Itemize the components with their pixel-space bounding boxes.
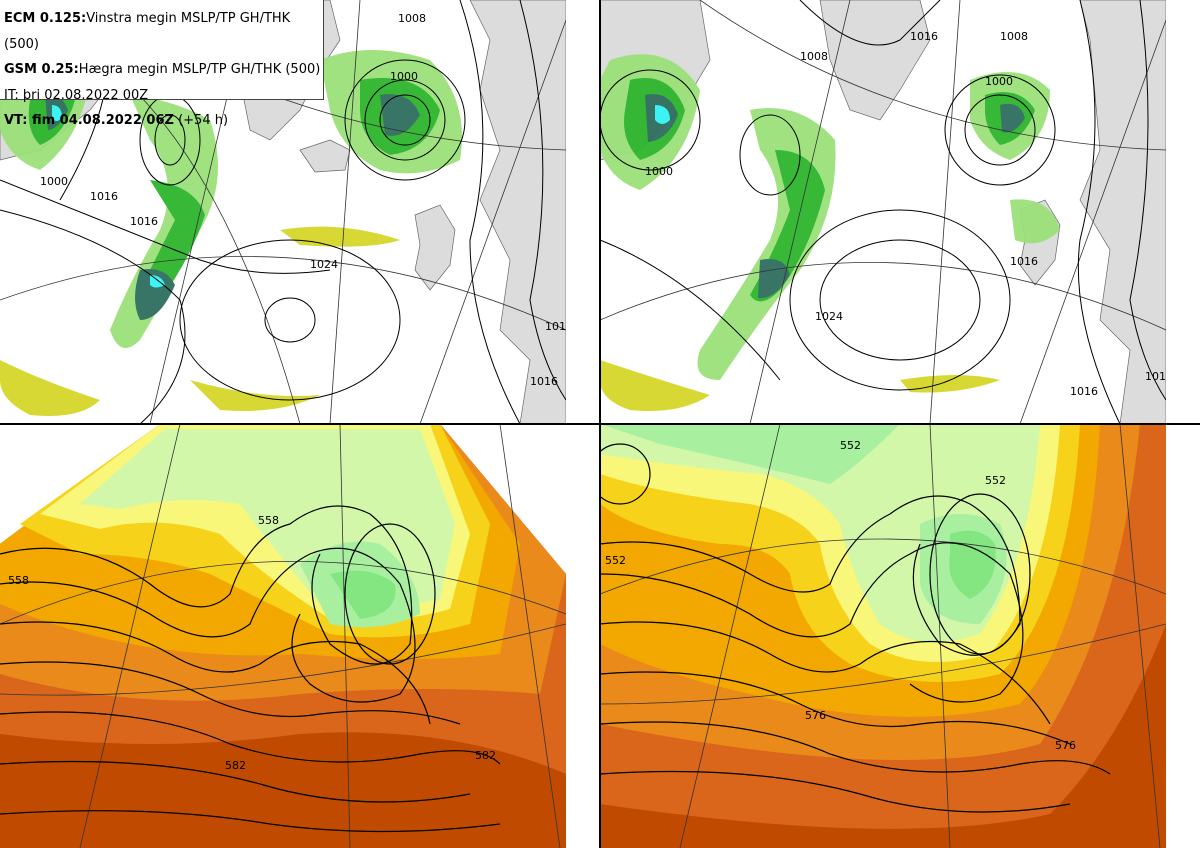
scandinavia-land <box>1079 0 1166 424</box>
iceland-land <box>299 139 351 173</box>
header-line-init-time: IT: þri 02.08.2022 00Z <box>4 87 149 103</box>
height-label: 582 <box>225 759 246 772</box>
precip-field <box>0 50 462 416</box>
forecast-header: ECM 0.125:Vinstra megin MSLP/TP GH/THK (… <box>0 0 324 128</box>
height-label: 558 <box>8 574 29 587</box>
map-gsm-mslp-precip: 1008 1016 1024 1000 1000 1008 1016 1016 … <box>600 0 1166 424</box>
isobar-label: 1024 <box>815 310 843 323</box>
height-contours <box>0 505 501 833</box>
isobar-label: 1016 <box>1010 255 1038 268</box>
isobar-label: 1000 <box>40 175 68 188</box>
britain-land <box>414 204 456 291</box>
graticule <box>0 424 566 848</box>
isobar-label: 1016 <box>545 320 566 333</box>
isobar-label: 1000 <box>985 75 1013 88</box>
isobar-label: 1016 <box>910 30 938 43</box>
map-gsm-gh-thickness: 552 552 552 576 576 59458858257657056455… <box>600 424 1166 848</box>
header-line-ecm: ECM 0.125:Vinstra megin MSLP/TP GH/THK (… <box>4 11 291 52</box>
height-contours <box>600 443 1111 813</box>
vertical-divider <box>599 0 601 848</box>
precip-field <box>600 54 1060 411</box>
header-line-valid-time: VT: fim 04.08.2022 06Z (+54 h) <box>4 113 229 128</box>
graticule <box>600 0 1166 424</box>
isobars <box>600 0 1166 424</box>
isobar-label: 1016 <box>1145 370 1166 383</box>
height-label: 552 <box>985 474 1006 487</box>
isobar-label: 1000 <box>390 70 418 83</box>
isobar-label: 1016 <box>130 215 158 228</box>
height-label: 576 <box>805 709 826 722</box>
isobar-label: 1008 <box>1000 30 1028 43</box>
height-label: 582 <box>475 749 496 762</box>
isobar-label: 1008 <box>398 12 426 25</box>
isobar-label: 1016 <box>1070 385 1098 398</box>
isobar-label: 1000 <box>645 165 673 178</box>
height-label: 558 <box>258 514 279 527</box>
isobar-label: 1016 <box>90 190 118 203</box>
header-line-gsm: GSM 0.25:Hægra megin MSLP/TP GH/THK (500… <box>4 62 321 77</box>
scandinavia-land <box>469 0 566 424</box>
height-label: 576 <box>1055 739 1076 752</box>
isobar-label: 1016 <box>530 375 558 388</box>
greenland-land <box>819 0 931 121</box>
isobar-label: 1024 <box>310 258 338 271</box>
height-label: 552 <box>840 439 861 452</box>
map-ecm-gh-thickness: 558 558 582 582 594588582576570564558552… <box>0 424 566 848</box>
height-label: 552 <box>605 554 626 567</box>
isobar-label: 1008 <box>800 50 828 63</box>
